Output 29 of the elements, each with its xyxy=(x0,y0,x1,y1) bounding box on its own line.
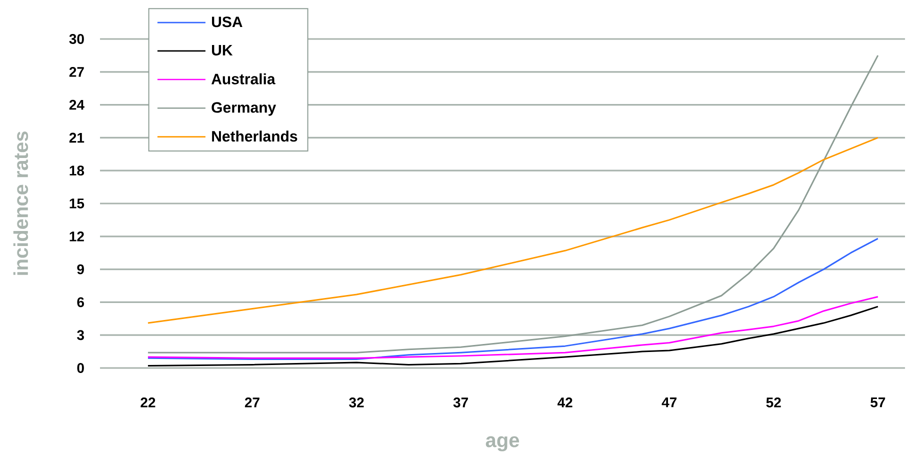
y-tick-label: 18 xyxy=(70,166,84,176)
line-series xyxy=(147,238,879,360)
y-tick-label: 0 xyxy=(77,363,84,373)
legend-label: Australia xyxy=(211,73,276,84)
x-tick-label: 37 xyxy=(453,398,468,408)
x-axis-title: age xyxy=(486,436,520,452)
x-tick-label: 47 xyxy=(662,398,677,408)
y-tick-label: 6 xyxy=(77,297,84,308)
line-series xyxy=(147,296,879,359)
y-tick-label: 24 xyxy=(69,100,84,110)
y-tick-label: 15 xyxy=(70,198,84,208)
x-tick-label: 42 xyxy=(558,398,572,408)
x-tick-label: 22 xyxy=(140,398,156,408)
legend-label: Netherlands xyxy=(212,130,298,142)
y-tick-label: 3 xyxy=(77,330,84,340)
x-tick-label: 52 xyxy=(766,398,781,408)
y-tick-label: 21 xyxy=(69,132,84,143)
y-tick-label: 30 xyxy=(69,34,84,44)
x-tick-label: 57 xyxy=(870,398,886,408)
x-tick-label: 27 xyxy=(244,398,260,408)
legend-label: Germany xyxy=(212,102,276,116)
y-tick-label: 27 xyxy=(69,67,84,77)
y-tick-label: 12 xyxy=(70,232,84,242)
x-tick-label: 32 xyxy=(349,398,364,408)
line-series xyxy=(147,306,879,367)
legend-label: USA xyxy=(212,16,242,28)
y-axis-title: incidence rates xyxy=(13,132,28,275)
y-tick-label: 9 xyxy=(77,264,84,274)
legend-label: UK xyxy=(212,45,233,56)
